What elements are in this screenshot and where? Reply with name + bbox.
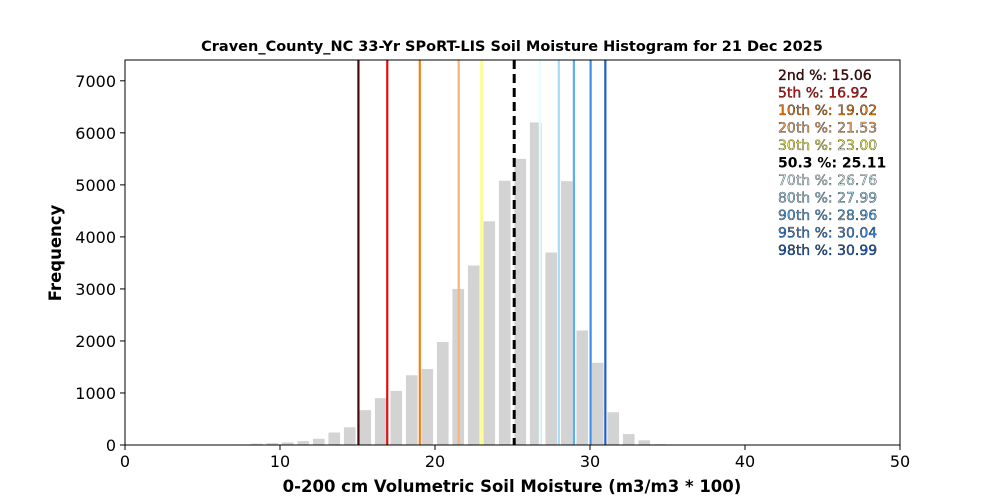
y-tick-label: 5000 <box>75 176 116 195</box>
x-tick-label: 10 <box>270 452 290 471</box>
histogram-bar <box>421 369 434 445</box>
x-tick-label: 40 <box>735 452 755 471</box>
y-axis-label: Frequency <box>46 204 65 301</box>
percentile-lines <box>357 60 607 445</box>
histogram-bar <box>266 443 279 445</box>
histogram-bar <box>405 375 418 445</box>
chart-title: Craven_County_NC 33-Yr SPoRT-LIS Soil Mo… <box>201 39 823 55</box>
y-tick-label: 7000 <box>75 72 116 91</box>
y-tick-label: 3000 <box>75 280 116 299</box>
x-tick-label: 30 <box>580 452 600 471</box>
x-axis-label: 0-200 cm Volumetric Soil Moisture (m3/m3… <box>283 477 742 496</box>
legend-entry: 50.3 %: 25.11 <box>778 156 886 172</box>
histogram-bar <box>359 410 372 445</box>
histogram-bar <box>297 441 310 445</box>
histogram-bar <box>467 265 480 445</box>
y-tick-label: 4000 <box>75 228 116 247</box>
histogram-bar <box>607 412 620 445</box>
histogram-bar <box>560 181 573 446</box>
x-tick-label: 20 <box>425 452 445 471</box>
legend-entry: 5th %: 16.92 <box>778 86 868 102</box>
x-tick-label: 0 <box>120 452 130 471</box>
legend-entry: 80th %: 27.99 <box>778 191 877 207</box>
legend-entry: 2nd %: 15.06 <box>778 68 872 84</box>
histogram-bar <box>498 180 511 445</box>
x-tick-label: 50 <box>890 452 910 471</box>
y-axis-ticks: 0 1000 2000 3000 4000 5000 6000 7000 <box>75 72 125 455</box>
histogram-bar <box>312 438 325 445</box>
histogram-bar <box>390 390 403 445</box>
legend-entry: 30th %: 23.00 <box>778 138 877 154</box>
histogram-bar <box>328 432 341 445</box>
y-tick-label: 6000 <box>75 124 116 143</box>
y-tick-label: 1000 <box>75 384 116 403</box>
histogram-bar <box>591 362 604 445</box>
legend-entry: 10th %: 19.02 <box>778 103 877 119</box>
y-tick-label: 2000 <box>75 332 116 351</box>
histogram-bar <box>374 398 387 445</box>
legend-entry: 20th %: 21.53 <box>778 121 877 137</box>
legend-entry: 95th %: 30.04 <box>778 226 877 242</box>
legend-entry: 70th %: 26.76 <box>778 173 877 189</box>
histogram-bar <box>576 330 589 445</box>
plot-frame <box>124 59 901 446</box>
legend-entry: 98th %: 30.99 <box>778 243 877 259</box>
histogram-bar <box>638 440 651 445</box>
x-axis-ticks: 0 10 20 30 40 50 <box>120 445 910 471</box>
histogram-bar <box>250 443 263 445</box>
histogram-bar <box>281 442 294 445</box>
histogram-bar <box>622 434 635 445</box>
y-tick-label: 0 <box>106 436 116 455</box>
histogram-bar <box>343 427 356 445</box>
legend-entry: 90th %: 28.96 <box>778 208 877 224</box>
histogram-bars <box>219 122 666 446</box>
histogram-bar <box>529 122 542 445</box>
histogram-bar <box>514 158 527 445</box>
histogram-bar <box>483 221 496 445</box>
histogram-bar <box>436 341 449 445</box>
histogram-bar <box>545 252 558 445</box>
